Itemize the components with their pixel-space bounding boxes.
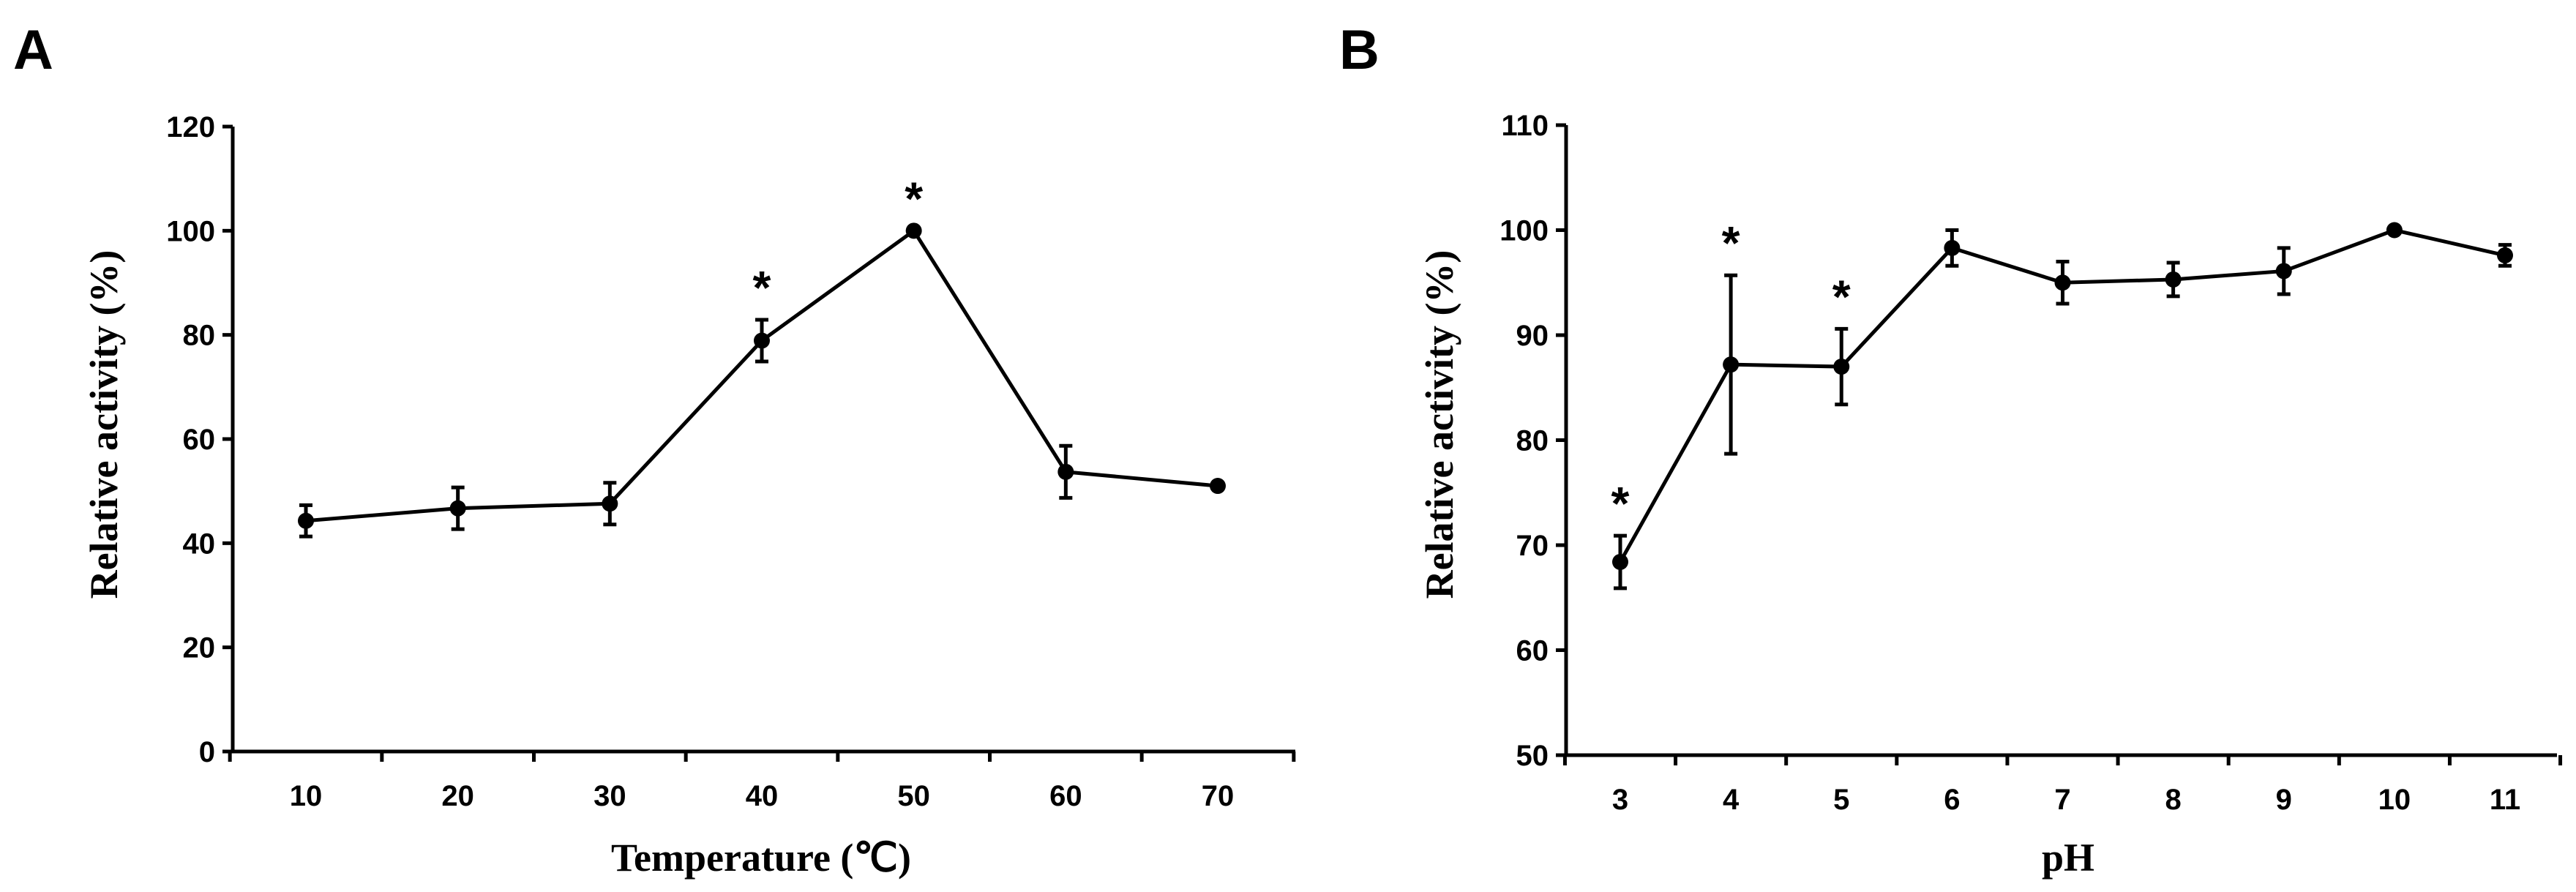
panel-b-x-tick-label: 4: [1723, 784, 1740, 816]
panel-a-x-tick-label: 70: [1202, 780, 1235, 812]
panel-b-x-tick-label: 3: [1612, 784, 1628, 816]
panel-b-y-tick-label: 110: [1501, 110, 1549, 142]
panel-a-y-tick-label: 20: [183, 632, 216, 664]
panel-b-plot-area: 50 60 70 80 90 100 110 3 4 5 6 7 8 9 10 11 * * *: [1499, 110, 2563, 816]
panel-a-x-tick-label: 20: [441, 780, 474, 812]
panel-a-significance-star: *: [905, 172, 923, 225]
panel-a-data-point: [1057, 463, 1074, 480]
panel-a-y-tick-label: 60: [183, 424, 216, 456]
panel-b-x-tick-label: 6: [1944, 784, 1960, 816]
panel-a-x-tick-label: 10: [290, 780, 323, 812]
panel-b-data-point: [1833, 359, 1850, 375]
panel-a-y-axis-title: Relative activity (%): [82, 250, 126, 599]
panel-b-x-tick-label: 10: [2378, 784, 2411, 816]
panel-b-y-tick-label: 90: [1516, 320, 1549, 352]
panel-b-data-point: [2165, 271, 2182, 288]
panel-a-x-tick-label: 40: [746, 780, 779, 812]
panel-b-data-point: [2497, 247, 2513, 263]
panel-a-data-point: [905, 222, 922, 239]
panel-b-x-tick-label: 11: [2490, 784, 2520, 816]
panel-a-x-tick-label: 50: [897, 780, 930, 812]
panel-b-y-tick-label: 80: [1516, 425, 1549, 457]
panel-b-x-tick-label: 5: [1833, 784, 1849, 816]
panel-a-x-axis-title: Temperature (℃): [611, 836, 911, 880]
panel-b-significance-star: *: [1722, 217, 1740, 269]
panel-a-y-tick-label: 80: [183, 320, 216, 352]
panel-a-y-tick-label: 40: [183, 528, 216, 560]
panel-a-data-point: [449, 500, 466, 517]
panel-b-data-point: [1612, 553, 1628, 570]
panel-b-x-tick-label: 8: [2165, 784, 2182, 816]
panel-b-data-point: [2275, 263, 2292, 280]
panel-a-significance-star: *: [753, 261, 771, 314]
panel-a-plot-area: 0 20 40 60 80 100 120 10 20 30 40 50 60 70 * *: [166, 111, 1296, 812]
panel-b-x-tick-label: 7: [2054, 784, 2070, 816]
panel-a-temperature-chart: A 0 20 40 60 80 100 120 10 20 30 40 50 60 70 * * Temper…: [13, 19, 1296, 880]
panel-b-x-tick-label: 9: [2276, 784, 2292, 816]
panel-b-data-point: [1944, 239, 1961, 256]
panel-a-data-point: [602, 495, 618, 512]
panel-a-y-tick-label: 120: [166, 111, 215, 143]
panel-a-letter: A: [13, 19, 53, 81]
panel-a-data-point: [298, 512, 314, 529]
panel-b-y-axis-title: Relative activity (%): [1418, 250, 1461, 599]
panel-b-data-point: [2054, 274, 2071, 291]
panel-a-x-tick-label: 30: [594, 780, 626, 812]
panel-b-ph-chart: B 50 60 70 80 90 100 110 3 4 5 6 7 8 9 10 11 * * * pH Rela…: [1339, 19, 2563, 880]
panel-b-significance-star: *: [1611, 477, 1630, 530]
panel-a-y-tick-label: 0: [199, 736, 215, 768]
panel-b-data-point: [1723, 356, 1740, 373]
panel-a-data-point: [754, 332, 770, 349]
panel-a-data-point: [1210, 478, 1226, 495]
panel-b-data-point: [2386, 222, 2403, 239]
panel-b-letter: B: [1339, 19, 1379, 81]
panel-a-x-tick-label: 60: [1049, 780, 1082, 812]
panel-b-y-tick-label: 100: [1499, 215, 1549, 247]
panel-b-y-tick-label: 60: [1516, 635, 1549, 667]
panel-a-y-tick-label: 100: [166, 215, 215, 247]
panel-b-y-tick-label: 70: [1516, 530, 1549, 562]
panel-b-y-tick-label: 50: [1516, 740, 1549, 772]
panel-b-significance-star: *: [1832, 270, 1851, 323]
panel-b-x-axis-title: pH: [2042, 836, 2094, 880]
